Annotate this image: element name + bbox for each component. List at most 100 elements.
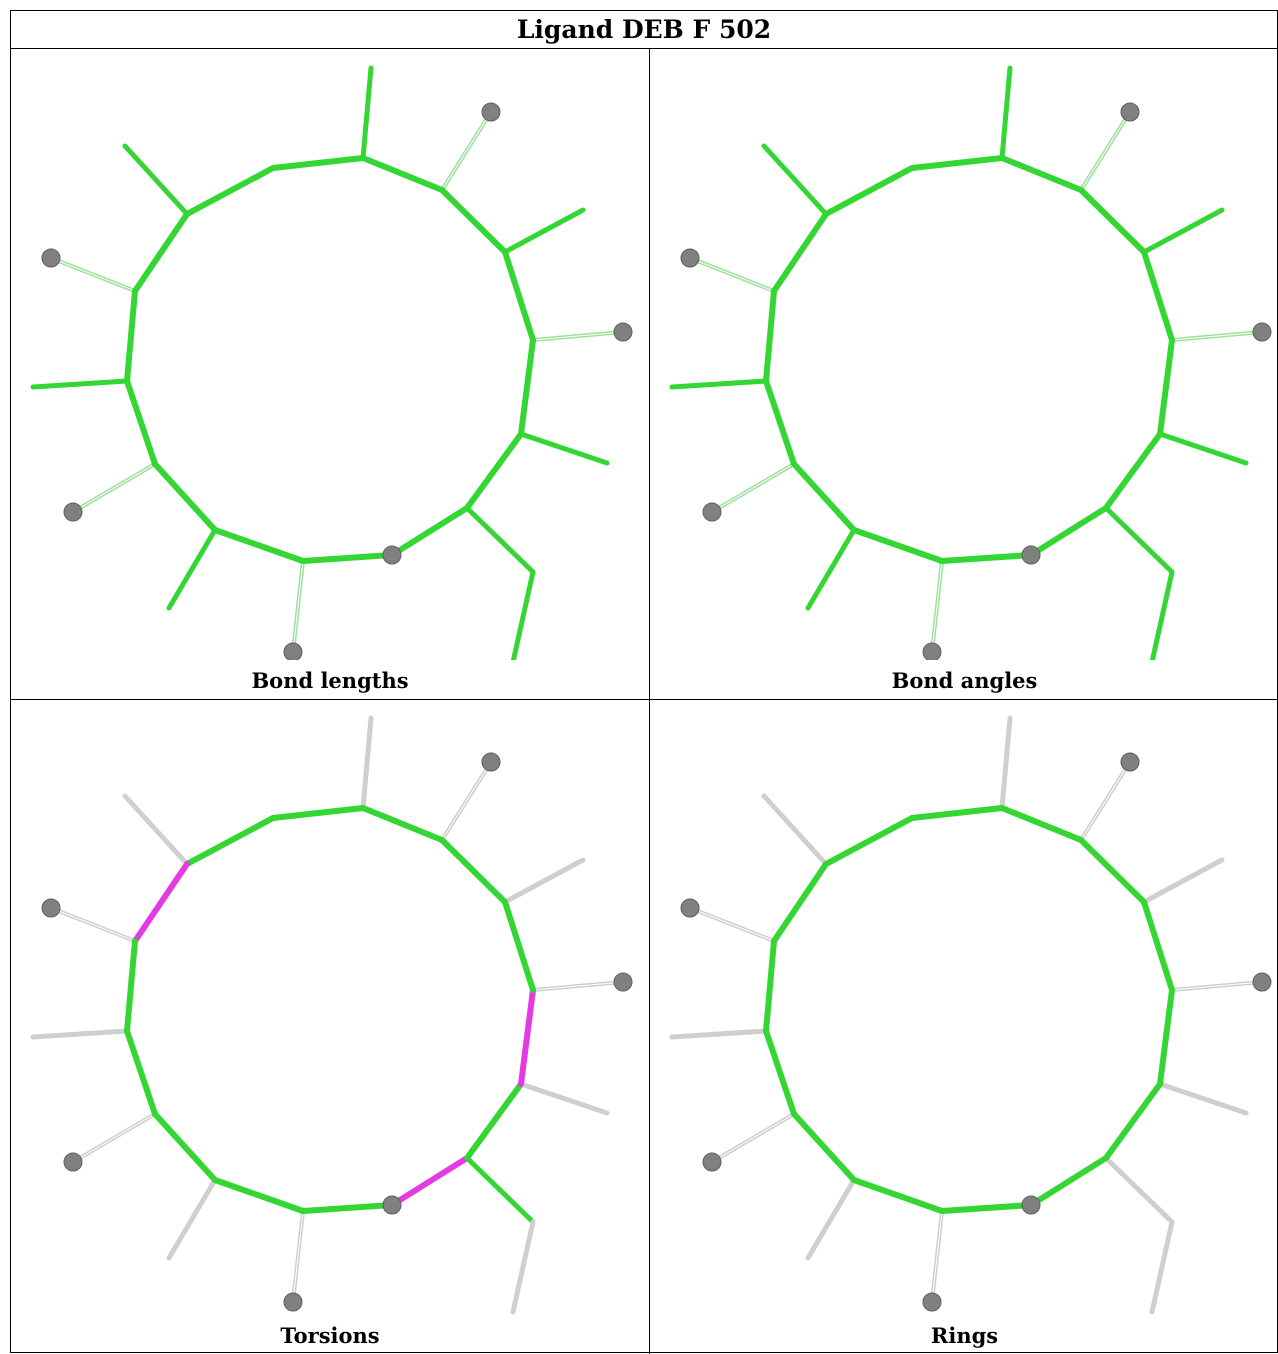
substituent-bond — [1141, 207, 1225, 255]
substituent-bond — [518, 1081, 610, 1116]
ring-bond — [823, 165, 915, 217]
atom-sphere — [1252, 322, 1272, 342]
ring-bond — [389, 1155, 470, 1208]
atom-sphere — [63, 502, 83, 522]
ring-bond — [212, 527, 306, 564]
ring-bond — [771, 861, 829, 944]
atom-sphere — [283, 1292, 303, 1312]
ring-bond — [152, 1111, 218, 1183]
atom-sphere — [922, 642, 942, 660]
substituent-bond — [122, 143, 190, 217]
molecule-image-torsions — [30, 715, 633, 1315]
ethyl-bond — [1103, 1155, 1175, 1225]
ring-bond — [124, 938, 138, 1034]
substituent-bond — [166, 1177, 218, 1261]
atom-sphere — [702, 502, 722, 522]
ring-bond — [124, 288, 138, 384]
substituent-bond-stripe — [50, 907, 136, 942]
ring-bond — [1103, 431, 1163, 511]
atom-sphere — [1021, 1195, 1041, 1215]
substituent-bond-stripe — [711, 1113, 795, 1163]
caption-rings: Rings — [930, 1323, 999, 1348]
substituent-bond — [999, 65, 1013, 161]
atom-sphere — [1021, 545, 1041, 565]
substituent-bond — [999, 715, 1013, 811]
substituent-bond — [669, 1028, 769, 1040]
ring-bond — [999, 155, 1084, 193]
atom-sphere — [382, 545, 402, 565]
ring-bond — [502, 899, 536, 993]
ring-bond — [771, 211, 829, 294]
ethyl-bond — [510, 1219, 536, 1315]
ring-bond — [300, 552, 395, 564]
molecule-image-bond-angles — [669, 65, 1272, 660]
ring-bond — [124, 378, 158, 467]
ring-bond — [1028, 1155, 1109, 1208]
ring-bond — [132, 861, 190, 944]
substituent-bond — [502, 207, 586, 255]
substituent-bond-stripe — [931, 1210, 943, 1303]
ring-bond — [939, 1202, 1034, 1214]
column-divider — [649, 49, 650, 1354]
atom-sphere — [283, 642, 303, 660]
atom-sphere — [481, 102, 501, 122]
substituent-bond-stripe — [689, 257, 775, 292]
substituent-bond — [1141, 857, 1225, 905]
caption-bond-angles: Bond angles — [891, 668, 1038, 693]
substituent-bond-stripe — [711, 463, 795, 513]
substituent-bond — [360, 715, 374, 811]
substituent-bond-stripe — [1080, 111, 1131, 191]
ring-bond — [1078, 187, 1147, 255]
ring-bond — [763, 378, 797, 467]
atom-sphere — [41, 898, 61, 918]
substituent-bond — [166, 527, 218, 611]
caption-torsions: Torsions — [280, 1323, 380, 1348]
ring-bond — [851, 527, 945, 564]
ethyl-bond — [1103, 505, 1175, 575]
panel-bond-angles: Bond angles — [650, 50, 1278, 699]
ring-bond — [1103, 1081, 1163, 1161]
atom-sphere — [702, 1152, 722, 1172]
substituent-bond — [805, 1177, 857, 1261]
panel-torsions: Torsions — [11, 700, 649, 1354]
atom-sphere — [1120, 752, 1140, 772]
panel-bond-lengths: Bond lengths — [11, 50, 649, 699]
atom-sphere — [63, 1152, 83, 1172]
ligand-table: Ligand DEB F 502 Bond lengths Bond angle… — [10, 10, 1278, 1354]
panel-rings: Rings — [650, 700, 1278, 1354]
substituent-bond — [1157, 1081, 1249, 1116]
substituent-bond — [518, 431, 610, 466]
atom-sphere — [1120, 102, 1140, 122]
ring-bond — [791, 461, 857, 533]
ring-bond — [1028, 505, 1109, 558]
atom-sphere — [41, 248, 61, 268]
ring-bond — [1078, 837, 1147, 905]
substituent-bond-stripe — [532, 981, 624, 991]
atom-sphere — [613, 972, 633, 992]
substituent-bond-stripe — [1080, 761, 1131, 841]
substituent-bond — [360, 65, 374, 161]
ring-bond — [999, 805, 1084, 843]
ring-bond — [502, 249, 536, 343]
ring-bond — [212, 1177, 306, 1214]
ring-bond — [389, 505, 470, 558]
ring-bond — [300, 1202, 395, 1214]
ring-bond — [184, 165, 276, 217]
ring-bond — [360, 805, 445, 843]
substituent-bond-stripe — [72, 1113, 156, 1163]
ring-bond — [763, 938, 777, 1034]
ring-bond — [1141, 249, 1175, 343]
ring-bond — [124, 1028, 158, 1117]
substituent-bond-stripe — [931, 560, 943, 653]
ring-bond — [1157, 987, 1175, 1087]
ring-bond — [439, 187, 508, 255]
ring-bond — [518, 337, 536, 437]
ethyl-bond — [1149, 1219, 1175, 1315]
ethyl-bond — [510, 569, 536, 660]
table-title: Ligand DEB F 502 — [11, 11, 1277, 49]
ring-bond — [270, 805, 366, 821]
atom-sphere — [613, 322, 633, 342]
ring-bond — [464, 431, 524, 511]
ring-bond — [270, 155, 366, 171]
atom-sphere — [680, 248, 700, 268]
